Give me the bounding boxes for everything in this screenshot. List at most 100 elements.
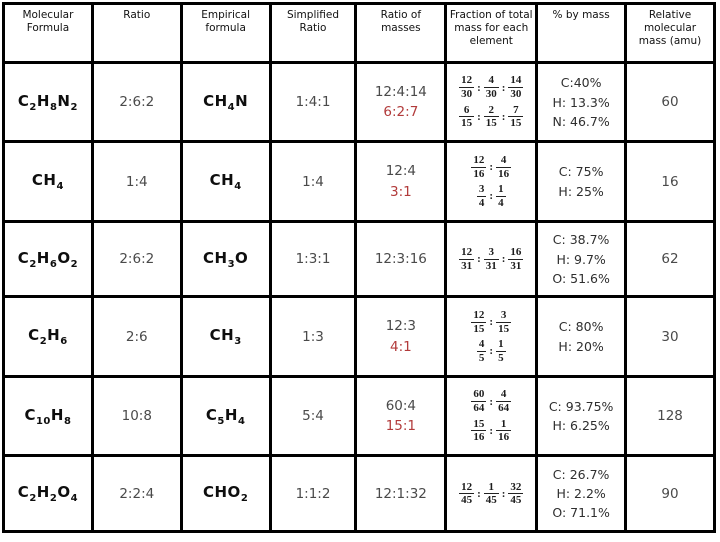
fraction: 4 16 [496,153,512,180]
percent-by-mass-line: C: 80% [558,319,604,335]
ratio-separator: : [477,110,481,123]
column-header: % by mass [535,2,628,64]
relative-molecular-mass-cell: 30 [624,295,716,378]
percent-by-mass-cell: C: 38.7% H: 9.7% O: 51.6% [535,219,628,299]
table-body: C2H8N2 2:6:2 CH4N 1:4:1 12:4:14 6:2:7 12 30:4 30… [2,60,716,533]
table-row: C2H2O4 2:2:4 CHO2 1:1:2 12:1:32 12 45:1 45:32 45… [2,454,716,533]
fraction-ratio-line: 15 16:1 16 [449,418,533,444]
percent-by-mass-line: H: 13.3% [552,94,610,110]
empirical-formula-cell: CH3 [179,295,272,378]
table-row: CH4 1:4 CH4 1:4 12:4 3:1 12 16:4 16 3 4:1 4 C: 75% H:… [2,140,716,223]
fraction-of-mass-cell: 12 45:1 45:32 45 [444,454,539,533]
empirical-formula: CH4N [203,91,249,113]
column-header: Simplified Ratio [268,2,358,64]
fraction: 12 16 [471,153,487,180]
ratio-cell: 2:6:2 [90,219,183,299]
percent-by-mass-cell: C: 75% H: 25% [535,140,628,223]
empirical-formula-cell: CH3O [179,219,272,299]
percent-by-mass-line: C: 75% [558,164,604,180]
molecular-formula: C2H2O4 [17,483,79,505]
table-row: C2H8N2 2:6:2 CH4N 1:4:1 12:4:14 6:2:7 12 30:4 30… [2,60,716,144]
column-header: Empirical formula [179,2,272,64]
fraction-ratio-line: 12 16:4 16 [449,154,533,180]
percent-by-mass-line: N: 46.7% [552,113,610,129]
mass-ratio-cell: 60:4 15:1 [354,374,448,458]
relative-molecular-mass-cell: 60 [624,60,716,144]
ratio-separator: : [489,190,494,203]
fraction: 1 45 [483,480,499,507]
fraction: 12 31 [459,246,475,272]
column-header: Fraction of total mass for each element [444,2,539,64]
relative-molecular-mass: 62 [661,251,679,268]
molecular-formula-cell: C2H6 [2,295,94,378]
ratio-separator: : [489,345,494,358]
mass-ratio: 12:1:32 [374,485,427,502]
percent-by-mass-cell: C:40% H: 13.3% N: 46.7% [535,60,628,144]
simplified-ratio-cell: 1:1:2 [268,454,358,533]
percent-by-mass-line: O: 51.6% [552,270,610,286]
ratio-separator: : [489,395,494,408]
fraction: 16 31 [508,246,524,272]
molecular-formula: C2H6O2 [17,248,79,270]
fraction: 15 16 [471,417,487,444]
percent-by-mass-line: C: 93.75% [548,398,614,414]
ratio-cell: 2:6:2 [90,60,183,144]
relative-molecular-mass: 16 [661,173,679,190]
fraction-ratio-line: 6 15:2 15:7 15 [449,104,533,130]
ratio-cell: 2:2:4 [90,454,183,533]
empirical-formula: CH3 [209,326,242,348]
mass-ratio-cell: 12:3 4:1 [354,295,448,378]
ratio-cell: 2:6 [90,295,183,378]
mass-ratio-cell: 12:1:32 [354,454,448,533]
fraction: 1 16 [496,417,512,444]
mass-ratio: 12:4:14 [374,83,427,100]
percent-by-mass-line: H: 9.7% [556,251,606,267]
percent-by-mass-cell: C: 80% H: 20% [535,295,628,378]
molecular-formula-cell: CH4 [2,140,94,223]
relative-molecular-mass: 90 [661,485,679,502]
header-row: Molecular Formula Ratio Empirical formula S… [2,2,716,64]
relative-molecular-mass-cell: 90 [624,454,716,533]
molecular-formula: C2H8N2 [17,91,78,113]
fraction: 12 30 [459,74,475,101]
mass-ratio-simplified: 4:1 [389,338,412,355]
ratio-cell: 1:4 [90,140,183,223]
molecular-formula-cell: C2H6O2 [2,219,94,299]
fraction: 4 30 [483,74,499,101]
molecular-formula-cell: C2H8N2 [2,60,94,144]
empirical-formula: CH4 [209,171,242,193]
mass-ratio-cell: 12:4 3:1 [354,140,448,223]
empirical-formula-cell: CH4N [179,60,272,144]
ratio-separator: : [501,487,506,500]
ratio-separator: : [489,424,494,437]
empirical-formula-cell: CHO2 [179,454,272,533]
fraction-ratio-line: 12 31:3 31:16 31 [449,246,533,272]
fraction-ratio-line: 12 45:1 45:32 45 [449,481,533,507]
percent-by-mass-line: O: 71.1% [552,505,610,521]
relative-molecular-mass-cell: 62 [624,219,716,299]
percent-by-mass-line: H: 25% [558,183,604,199]
mass-ratio-simplified: 3:1 [389,183,412,200]
empirical-formula-cell: CH4 [179,140,272,223]
percent-by-mass-cell: C: 93.75% H: 6.25% [535,374,628,458]
empirical-formula: CH3O [203,248,249,270]
percent-by-mass-line: H: 6.25% [552,418,610,434]
molecular-formula: CH4 [31,171,64,193]
ratio-separator: : [489,316,494,329]
fraction-of-mass-cell: 12 16:4 16 3 4:1 4 [444,140,539,223]
molecular-formula-cell: C10H8 [2,374,94,458]
fraction-ratio-line: 12 30:4 30:14 30 [449,74,533,100]
column-header: Ratio of masses [354,2,448,64]
fraction-ratio-line: 60 64:4 64 [449,388,533,414]
fraction-ratio-line: 12 15:3 15 [449,309,533,335]
column-header: Ratio [90,2,183,64]
mass-ratio: 12:4 [385,163,417,180]
empirical-formula-table-sheet: Molecular Formula Ratio Empirical formula S… [0,2,716,533]
table-row: C2H6 2:6 CH3 1:3 12:3 4:1 12 15:3 15 4 5:1 5 C: 80% H… [2,295,716,378]
